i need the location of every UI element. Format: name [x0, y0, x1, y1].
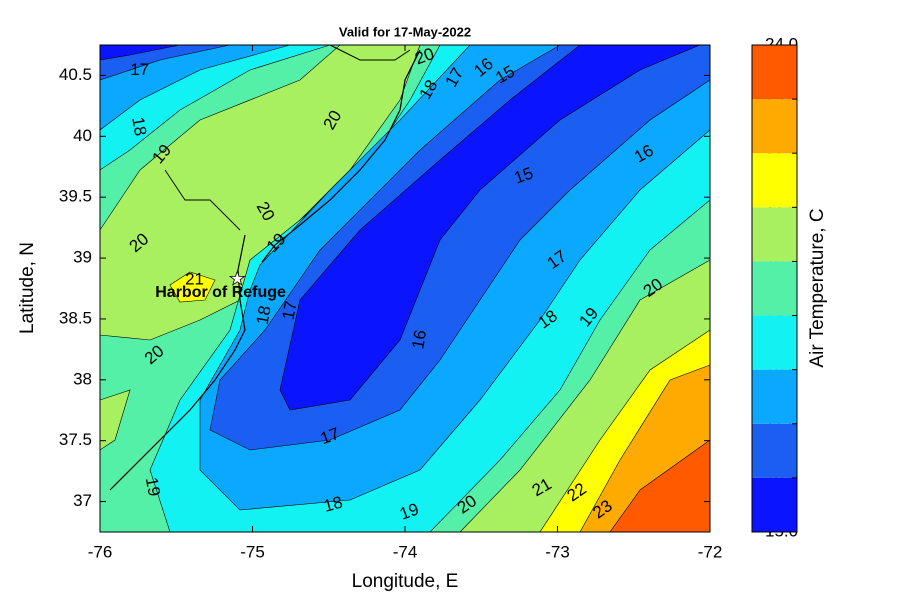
- contour-label: 21: [185, 269, 204, 288]
- contour-label: 17: [279, 299, 301, 321]
- x-axis-label: Longitude, E: [352, 571, 459, 592]
- coastline: [109, 234, 246, 491]
- colorbar-swatch: [752, 477, 797, 532]
- colorbar-swatch: [752, 207, 797, 262]
- contour-label: 17: [130, 60, 149, 79]
- contour-label: 16: [408, 328, 430, 350]
- y-tick-label: 37.5: [59, 430, 92, 449]
- colorbar-swatch: [752, 369, 797, 424]
- y-tick-label: 39: [73, 248, 92, 267]
- contour-fields: [99, 44, 711, 533]
- contour-label: 18: [253, 304, 275, 326]
- colorbar-swatch: [752, 315, 797, 370]
- colorbar-swatch: [752, 153, 797, 208]
- station-marker: [228, 270, 246, 286]
- y-tick-label: 37: [73, 491, 92, 510]
- x-tick-label: -74: [393, 542, 418, 561]
- contour-band: [279, 44, 701, 411]
- x-tick-label: -76: [88, 542, 113, 561]
- coastline: [261, 49, 421, 263]
- x-tick-label: -73: [545, 542, 570, 561]
- contour-label: 18: [128, 115, 150, 137]
- colorbar-swatch: [752, 423, 797, 478]
- y-tick-label: 39.5: [59, 187, 92, 206]
- x-tick-label: -75: [240, 542, 265, 561]
- contour-label: 19: [142, 476, 164, 498]
- coastline: [329, 44, 411, 61]
- station-label: Harbor of Refuge: [155, 284, 286, 301]
- contour-label: 18: [321, 493, 344, 516]
- y-tick-label: 40.5: [59, 65, 92, 84]
- colorbar-label: Air Temperature, C: [807, 208, 828, 367]
- map-title: Valid for 17-May-2022: [339, 24, 471, 39]
- y-tick-label: 38: [73, 369, 92, 388]
- contour-band: [169, 271, 216, 303]
- y-tick-label: 38.5: [59, 308, 92, 327]
- colorbar-swatch: [752, 99, 797, 154]
- y-axis-label: Latitude, N: [17, 242, 38, 334]
- colorbar-swatch: [752, 261, 797, 316]
- state-border: [164, 169, 241, 231]
- colorbar-swatch: [752, 45, 797, 100]
- colorbar-frame: [751, 44, 798, 533]
- y-tick-label: 40: [73, 126, 92, 145]
- x-tick-label: -72: [698, 542, 723, 561]
